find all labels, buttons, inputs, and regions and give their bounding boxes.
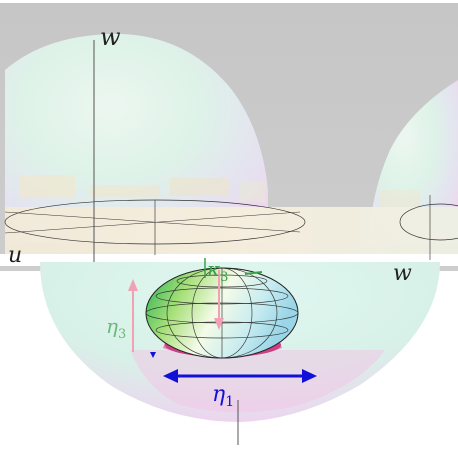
u-axis-label: u	[8, 243, 22, 268]
diag-line-2	[4, 211, 301, 234]
kappa-label: κ3	[206, 257, 228, 285]
eta1-arrowhead-left	[163, 369, 178, 383]
equatorial-strip	[5, 207, 458, 254]
w-right-label: w	[393, 261, 412, 286]
diag-line-1	[4, 211, 301, 233]
marker	[150, 352, 156, 358]
eta3-label: η3	[106, 314, 126, 342]
floor-shade	[130, 350, 385, 413]
kappa-arrowhead	[214, 318, 224, 330]
equator-ellipse-right	[399, 203, 458, 241]
w-axis-label: w	[100, 23, 121, 51]
eta3-arrowhead	[128, 279, 138, 291]
eta1-arrowhead-right	[302, 369, 317, 383]
surface-artifacts	[20, 175, 420, 208]
eta1-label: η1	[212, 382, 234, 410]
rim-vector	[244, 271, 263, 275]
